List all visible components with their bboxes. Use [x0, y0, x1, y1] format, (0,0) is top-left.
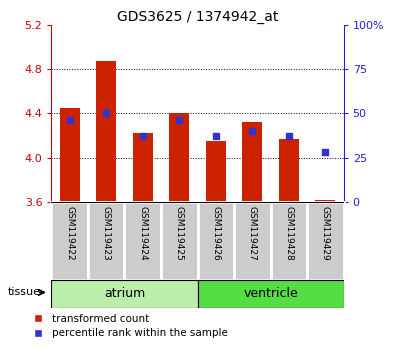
Bar: [96, 61, 116, 202]
FancyBboxPatch shape: [271, 202, 307, 280]
Bar: [198, 280, 344, 308]
Bar: [60, 108, 80, 202]
Text: atrium: atrium: [104, 287, 145, 300]
Bar: [279, 139, 299, 202]
Text: GSM119428: GSM119428: [284, 206, 293, 261]
Point: [103, 110, 109, 116]
FancyBboxPatch shape: [307, 202, 344, 280]
Point: [66, 118, 73, 123]
FancyBboxPatch shape: [161, 202, 198, 280]
Text: GSM119422: GSM119422: [65, 206, 74, 260]
Title: GDS3625 / 1374942_at: GDS3625 / 1374942_at: [117, 10, 278, 24]
Bar: [242, 122, 262, 202]
Text: GSM119423: GSM119423: [102, 206, 111, 261]
FancyBboxPatch shape: [234, 202, 271, 280]
FancyBboxPatch shape: [124, 202, 161, 280]
Point: [286, 133, 292, 139]
Bar: [169, 113, 189, 202]
Bar: [206, 141, 226, 202]
FancyBboxPatch shape: [88, 202, 124, 280]
Text: GSM119424: GSM119424: [138, 206, 147, 260]
Bar: [315, 200, 335, 202]
Point: [176, 118, 182, 123]
Point: [322, 149, 329, 155]
Text: tissue: tissue: [8, 287, 41, 297]
FancyBboxPatch shape: [51, 202, 88, 280]
Text: ventricle: ventricle: [243, 287, 298, 300]
Point: [249, 128, 256, 134]
Bar: [51, 280, 198, 308]
Text: GSM119429: GSM119429: [321, 206, 330, 261]
Legend: transformed count, percentile rank within the sample: transformed count, percentile rank withi…: [29, 310, 232, 343]
Point: [139, 133, 146, 139]
Bar: [133, 133, 153, 202]
Point: [213, 133, 219, 139]
FancyBboxPatch shape: [198, 202, 234, 280]
Text: GSM119426: GSM119426: [211, 206, 220, 261]
Text: GSM119425: GSM119425: [175, 206, 184, 261]
Text: GSM119427: GSM119427: [248, 206, 257, 261]
